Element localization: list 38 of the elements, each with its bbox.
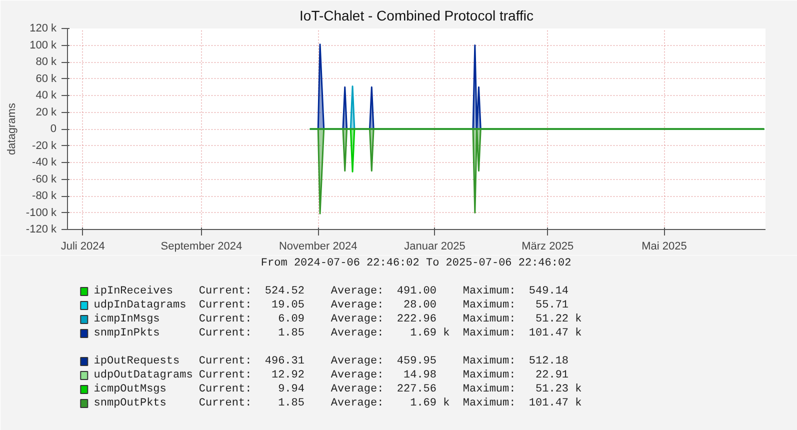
text: Current: 1.85 Average: 1.69 k Maximum: 101.47 k [198,398,582,410]
y-tick-label: -100 k [26,206,57,219]
x-tick-label: Juli 2024 [60,240,105,252]
y-tick-label: 60 k [36,72,57,85]
legend-label: snmpOutPkts [94,398,166,410]
x-tick-label: Mai 2025 [642,240,687,252]
x-tick-label: September 2024 [160,240,242,252]
legend-label: icmpInMsgs [94,314,160,326]
legend-label: udpOutDatagrams [94,370,193,382]
y-tick-label: 120 k [30,22,57,34]
text: Current: 524.52 Average: 491.00 Maximum: 549.14 [198,286,569,298]
chart-title: IoT-Chalet - Combined Protocol traffic [300,8,534,24]
legend-label: snmpInPkts [94,328,160,340]
text: Current: 9.94 Average: 227.56 Maximum: 51.23 k [198,384,582,396]
text: Current: 12.92 Average: 14.98 Maximum: 22.91 [198,370,569,382]
legend-label: ipOutRequests [94,356,180,368]
y-tick-label: -40 k [32,156,57,168]
y-tick-label: -80 k [32,190,57,202]
y-tick-label: -20 k [32,140,57,152]
y-tick-label: 100 k [30,39,57,52]
text: Current: 19.05 Average: 28.00 Maximum: 55.71 [198,300,569,312]
y-tick-label: 40 k [36,90,57,102]
text: Current: 6.09 Average: 222.96 Maximum: 51.22 k [198,314,582,326]
legend-label: ipInReceives [94,286,173,298]
x-tick-label: November 2024 [278,240,358,252]
text: From 2024-07-06 22:46:02 To 2025-07-06 22:46:02 [260,258,572,270]
text: Current: 1.85 Average: 1.69 k Maximum: 101.47 k [198,328,582,340]
y-tick-label: 0 [50,123,57,135]
y-axis-title: datagrams [6,102,18,155]
legend-label: udpInDatagrams [94,300,186,312]
legend-label: icmpOutMsgs [94,384,166,396]
y-tick-label: -120 k [26,224,57,236]
x-tick-label: März 2025 [522,240,574,252]
y-tick-label: -60 k [32,173,57,186]
y-tick-label: 80 k [36,56,57,68]
x-tick-label: Januar 2025 [404,240,466,252]
text: Current: 496.31 Average: 459.95 Maximum: 512.18 [198,356,569,368]
y-tick-label: 20 k [36,106,57,118]
